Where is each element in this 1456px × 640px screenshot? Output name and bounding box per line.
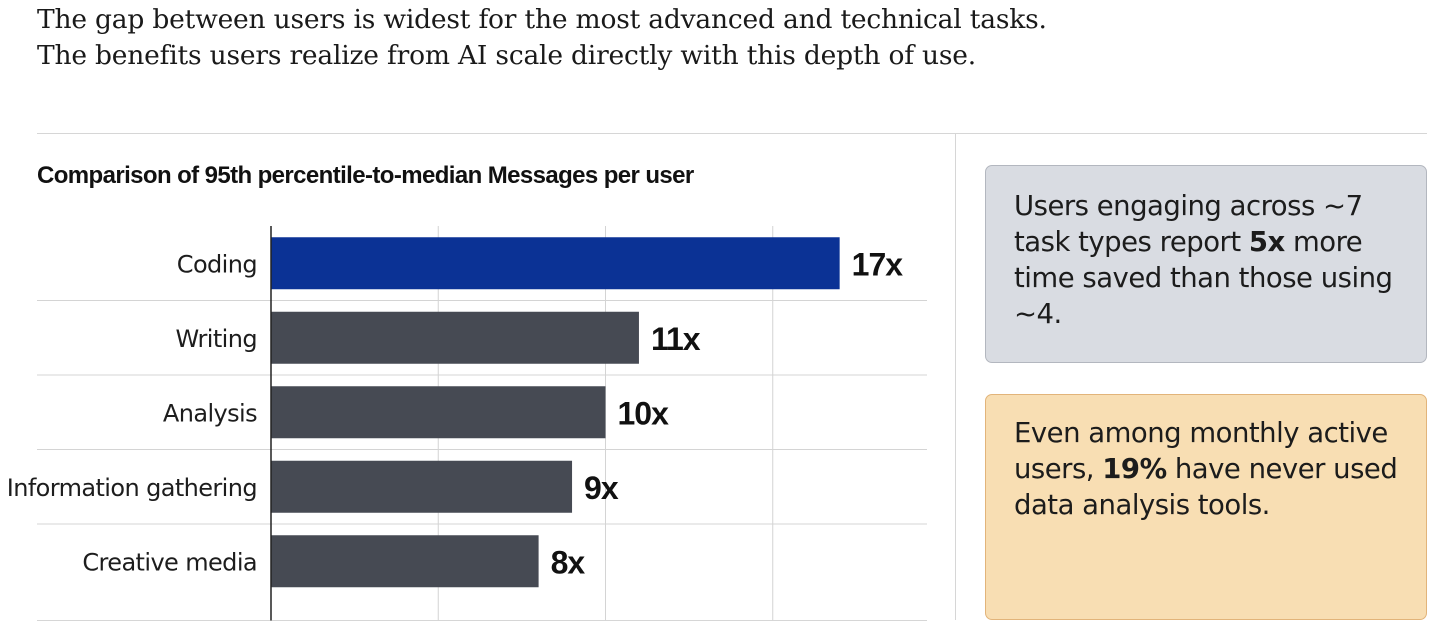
callout-time-saved: Users engaging across ~7 task types repo… bbox=[985, 165, 1427, 363]
data-label: 11x bbox=[651, 321, 701, 357]
bar bbox=[271, 460, 573, 513]
chart-title: Comparison of 95th percentile-to-median … bbox=[37, 162, 694, 189]
bar bbox=[271, 311, 639, 364]
category-label: Information gathering bbox=[7, 474, 257, 502]
callout-text: Even among monthly active users, 19% hav… bbox=[1014, 417, 1398, 521]
callout-data-analysis: Even among monthly active users, 19% hav… bbox=[985, 394, 1427, 620]
bar bbox=[271, 535, 539, 588]
data-label: 8x bbox=[551, 544, 586, 580]
data-label: 17x bbox=[852, 246, 904, 282]
data-label: 9x bbox=[584, 470, 619, 506]
bar bbox=[271, 386, 606, 439]
category-label: Analysis bbox=[163, 399, 257, 427]
bar bbox=[271, 237, 840, 290]
callout-text: Users engaging across ~7 task types repo… bbox=[1014, 190, 1393, 330]
top-divider bbox=[37, 133, 1427, 134]
category-label: Creative media bbox=[82, 548, 257, 576]
category-label: Coding bbox=[177, 250, 257, 278]
intro-text: The gap between users is widest for the … bbox=[37, 4, 1047, 71]
bottom-divider bbox=[37, 620, 927, 621]
data-label: 10x bbox=[618, 395, 670, 431]
category-label: Writing bbox=[175, 325, 257, 353]
vertical-divider bbox=[955, 134, 956, 620]
